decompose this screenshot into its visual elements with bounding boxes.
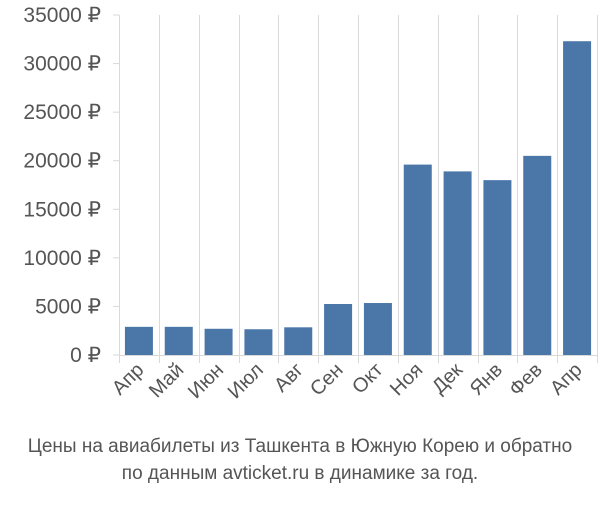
y-tick-label: 25000 ₽ [23, 101, 101, 124]
y-tick-label: 15000 ₽ [23, 198, 101, 221]
x-tick-label: Сен [306, 359, 347, 400]
y-tick-labels: 0 ₽ 5000 ₽ 10000 ₽ 15000 ₽ 20000 ₽ 25000 ₽ 300… [23, 4, 101, 367]
axis-layer [113, 14, 597, 356]
x-tick-label: Авг [270, 359, 308, 397]
x-tick-label: Июн [184, 359, 228, 403]
bar [164, 326, 193, 355]
x-tick-label: Дек [428, 359, 467, 398]
chart-caption-line-1: Цены на авиабилеты из Ташкента в Южную К… [27, 436, 573, 457]
bar [204, 328, 233, 355]
chart-caption-line-2: по данным avticket.ru в динамике за год. [121, 463, 479, 484]
y-tick-label: 35000 ₽ [23, 4, 101, 27]
y-tick-label: 0 ₽ [70, 344, 101, 367]
bar [483, 180, 512, 355]
bar [523, 155, 552, 355]
bar [284, 327, 313, 355]
y-tick-label: 5000 ₽ [35, 295, 101, 318]
x-tick-label: Янв [466, 359, 507, 400]
x-tick-label: Окт [348, 359, 387, 398]
bar [363, 303, 392, 355]
x-tick-label: Апр [546, 359, 587, 400]
x-tick-label: Фев [505, 359, 547, 401]
x-tick-label: Ноя [386, 359, 427, 400]
bar [563, 41, 592, 355]
y-tick-label: 20000 ₽ [23, 150, 101, 173]
bar [244, 329, 273, 355]
bar-layer [124, 41, 592, 355]
bar [124, 326, 153, 355]
x-tick-label: Апр [108, 359, 149, 400]
y-tick-label: 30000 ₽ [23, 53, 101, 76]
y-tick-label: 10000 ₽ [23, 247, 101, 270]
bar [403, 164, 432, 355]
x-tick-label: Май [145, 359, 188, 402]
grid-layer [119, 15, 598, 363]
x-tick-label: Июл [224, 359, 268, 403]
bar [324, 304, 353, 355]
bar [443, 171, 472, 355]
